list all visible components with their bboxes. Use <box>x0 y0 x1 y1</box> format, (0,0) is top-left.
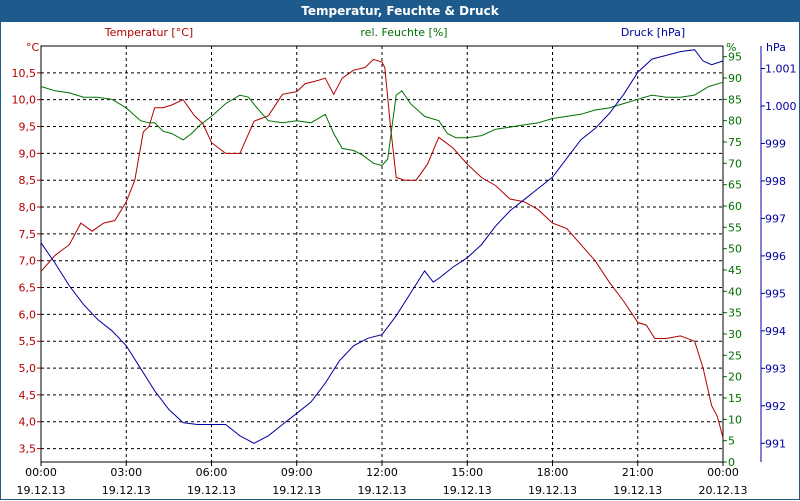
temperature-axis-tick-label: 5,5 <box>19 335 37 348</box>
humidity-line <box>40 81 724 167</box>
temperature-axis-tick-label: 9,5 <box>19 121 37 134</box>
temperature-axis-tick-label: 6,0 <box>19 308 37 321</box>
humidity-axis-tick-label: 85 <box>728 93 742 106</box>
x-tick-label-date: 19.12.13 <box>187 484 236 497</box>
humidity-axis-tick-label: 95 <box>728 51 742 64</box>
humidity-axis-tick-label: 75 <box>728 136 742 149</box>
x-tick-label-date: 19.12.13 <box>102 484 151 497</box>
pressure-axis-tick-label: 995 <box>765 287 786 300</box>
temperature-axis-tick-label: 10,0 <box>12 94 37 107</box>
x-tick-label-time: 15:00 <box>451 466 483 479</box>
temperature-axis-tick-label: 8,0 <box>19 201 37 214</box>
x-tick-label-date: 19.12.13 <box>17 484 66 497</box>
x-tick-label-date: 20.12.13 <box>699 484 748 497</box>
temperature-axis-tick-label: 3,5 <box>19 443 37 456</box>
temperature-axis-tick-label: 4,0 <box>19 416 37 429</box>
humidity-axis-tick-label: 25 <box>728 349 742 362</box>
humidity-axis-tick-label: 40 <box>728 285 742 298</box>
temperature-axis-tick-label: 4,5 <box>19 389 37 402</box>
humidity-axis-tick-label: 30 <box>728 328 742 341</box>
pressure-axis-tick-label: 997 <box>765 212 786 225</box>
pressure-line <box>40 49 724 444</box>
legend-humidity: rel. Feuchte [%] <box>360 26 447 39</box>
humidity-axis-tick-label: 70 <box>728 157 742 170</box>
chart-title: Temperatur, Feuchte & Druck <box>1 1 799 22</box>
x-tick-label-time: 00:00 <box>707 466 739 479</box>
humidity-axis-tick-label: 50 <box>728 243 742 256</box>
humidity-axis-tick-label: 60 <box>728 200 742 213</box>
pressure-axis-tick-label: 996 <box>765 250 786 263</box>
temperature-line <box>40 58 724 438</box>
x-tick-label-time: 18:00 <box>537 466 569 479</box>
legend-pressure: Druck [hPa] <box>621 26 685 39</box>
x-tick-label-date: 19.12.13 <box>272 484 321 497</box>
x-tick-label-date: 19.12.13 <box>358 484 407 497</box>
temperature-axis-tick-label: 9,0 <box>19 147 37 160</box>
humidity-axis-tick-label: 10 <box>728 413 742 426</box>
humidity-axis-unit: % <box>726 41 736 54</box>
x-tick-label-date: 19.12.13 <box>613 484 662 497</box>
legend-temperature: Temperatur [°C] <box>104 26 193 39</box>
humidity-axis-tick-label: 45 <box>728 264 742 277</box>
x-tick-label-date: 19.12.13 <box>443 484 492 497</box>
pressure-axis-tick-label: 1.000 <box>765 100 797 113</box>
humidity-axis-tick-label: 15 <box>728 392 742 405</box>
humidity-axis-tick-label: 20 <box>728 371 742 384</box>
pressure-axis-tick-label: 1.001 <box>765 62 797 75</box>
pressure-axis-tick-label: 992 <box>765 400 786 413</box>
humidity-axis-tick-label: 65 <box>728 179 742 192</box>
temperature-axis-unit: °C <box>26 41 40 54</box>
humidity-axis-tick-label: 90 <box>728 72 742 85</box>
pressure-axis-tick-label: 998 <box>765 175 786 188</box>
humidity-axis-tick-label: 5 <box>728 435 735 448</box>
temperature-axis-tick-label: 8,5 <box>19 174 37 187</box>
humidity-axis-tick-label: 55 <box>728 221 742 234</box>
humidity-axis-tick-label: 0 <box>728 456 735 469</box>
temperature-axis-tick-label: 7,5 <box>19 228 37 241</box>
plot-area-border <box>40 45 724 463</box>
humidity-axis-tick-label: 35 <box>728 307 742 320</box>
x-tick-label-time: 12:00 <box>366 466 398 479</box>
humidity-axis-tick-label: 80 <box>728 115 742 128</box>
temperature-axis-tick-label: 5,0 <box>19 362 37 375</box>
x-tick-label-time: 09:00 <box>281 466 313 479</box>
pressure-axis-tick-label: 993 <box>765 362 786 375</box>
x-tick-label-time: 03:00 <box>110 466 142 479</box>
x-tick-label-time: 00:00 <box>25 466 57 479</box>
pressure-axis-unit: hPa <box>766 41 786 54</box>
pressure-axis-tick-label: 999 <box>765 137 786 150</box>
temperature-axis-tick-label: 10,5 <box>12 67 37 80</box>
x-tick-label-date: 19.12.13 <box>528 484 577 497</box>
temperature-axis-tick-label: 7,0 <box>19 255 37 268</box>
pressure-axis-tick-label: 994 <box>765 325 786 338</box>
temperature-axis-tick-label: 6,5 <box>19 282 37 295</box>
x-tick-label-time: 21:00 <box>622 466 654 479</box>
pressure-axis-tick-label: 991 <box>765 437 786 450</box>
x-tick-label-time: 06:00 <box>196 466 228 479</box>
